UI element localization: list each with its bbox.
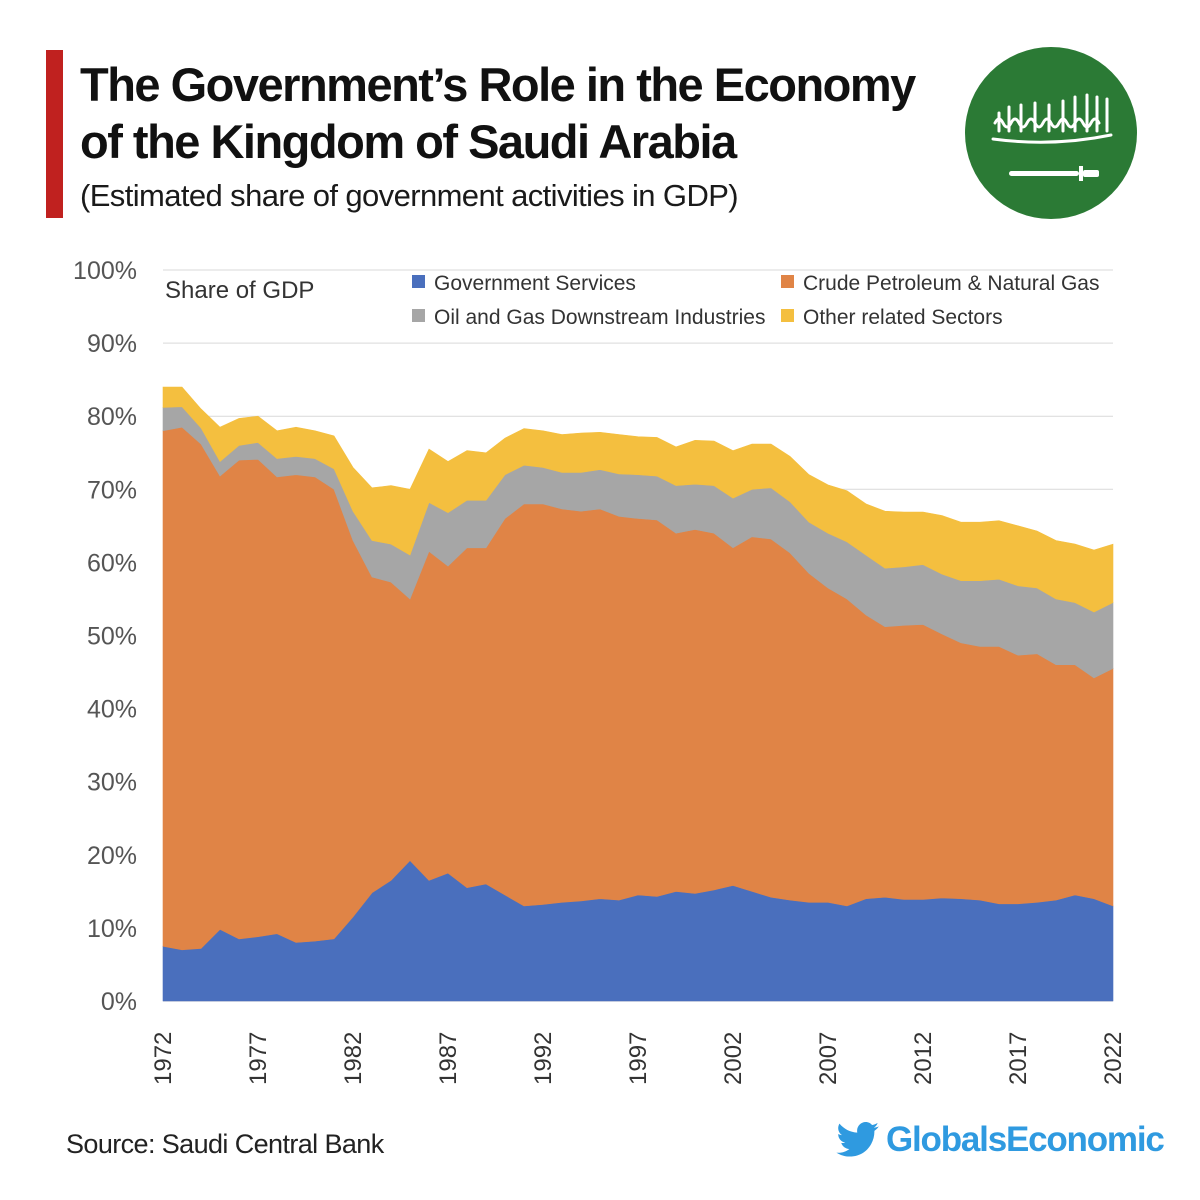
brand: GlobalsEconomic bbox=[836, 1120, 1165, 1160]
y-axis-ticks: 0% 10% 20% 30% 40% 50% 60% 70% 80% 90% 100% bbox=[73, 257, 137, 1016]
x-axis-ticks: 1972 1977 1982 1987 1992 1997 2002 2007 2012 2017… bbox=[150, 1032, 1127, 1085]
chart-subtitle: (Estimated share of government activitie… bbox=[80, 178, 739, 213]
legend-title: Share of GDP bbox=[165, 277, 314, 304]
legend-swatch bbox=[781, 309, 794, 322]
source-note: Source: Saudi Central Bank bbox=[66, 1129, 384, 1159]
legend-label: Other related Sectors bbox=[803, 306, 1003, 329]
title-line-1: The Government’s Role in the Economy bbox=[80, 58, 916, 111]
accent-bar bbox=[46, 50, 63, 218]
legend-swatch bbox=[412, 309, 425, 322]
y-tick-label: 50% bbox=[87, 623, 137, 651]
y-tick-label: 10% bbox=[87, 915, 137, 943]
x-tick-label: 2002 bbox=[720, 1032, 747, 1085]
y-tick-label: 80% bbox=[87, 403, 137, 431]
legend: Government Services Crude Petroleum & Nat… bbox=[412, 272, 1099, 329]
x-tick-label: 1987 bbox=[435, 1032, 462, 1085]
x-tick-label: 1992 bbox=[530, 1032, 557, 1085]
saudi-flag-icon bbox=[965, 47, 1137, 224]
area-series-4 bbox=[162, 386, 1114, 613]
legend-label: Government Services bbox=[434, 272, 636, 295]
legend-label: Oil and Gas Downstream Industries bbox=[434, 306, 765, 329]
brand-name: GlobalsEconomic bbox=[886, 1120, 1165, 1159]
y-tick-label: 30% bbox=[87, 769, 137, 797]
y-tick-label: 100% bbox=[73, 257, 137, 285]
x-tick-label: 1972 bbox=[150, 1032, 177, 1085]
x-tick-label: 2012 bbox=[910, 1032, 937, 1085]
area-series bbox=[162, 386, 1114, 1002]
x-tick-label: 2017 bbox=[1005, 1032, 1032, 1085]
legend-label: Crude Petroleum & Natural Gas bbox=[803, 272, 1099, 295]
y-tick-label: 70% bbox=[87, 476, 137, 504]
legend-swatch bbox=[781, 275, 794, 288]
x-tick-label: 1997 bbox=[625, 1032, 652, 1085]
legend-swatch bbox=[412, 275, 425, 288]
x-tick-label: 2007 bbox=[815, 1032, 842, 1085]
chart-title: The Government’s Role in the Economy of … bbox=[80, 56, 940, 170]
y-tick-label: 60% bbox=[87, 549, 137, 577]
x-tick-label: 2022 bbox=[1100, 1032, 1127, 1085]
y-tick-label: 40% bbox=[87, 696, 137, 724]
title-line-2: of the Kingdom of Saudi Arabia bbox=[80, 115, 737, 168]
x-tick-label: 1982 bbox=[340, 1032, 367, 1085]
twitter-bird-icon bbox=[836, 1122, 879, 1157]
y-tick-label: 90% bbox=[87, 330, 137, 358]
y-tick-label: 20% bbox=[87, 842, 137, 870]
x-tick-label: 1977 bbox=[245, 1032, 272, 1085]
y-tick-label: 0% bbox=[101, 988, 137, 1016]
